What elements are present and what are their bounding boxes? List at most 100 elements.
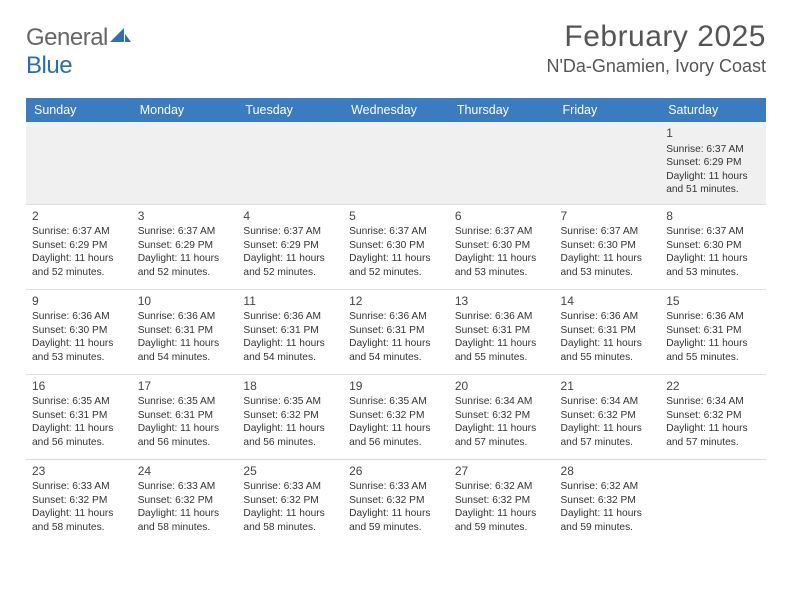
day-cell: 9Sunrise: 6:36 AMSunset: 6:30 PMDaylight… — [26, 289, 132, 374]
day-cell: 18Sunrise: 6:35 AMSunset: 6:32 PMDayligh… — [237, 374, 343, 459]
day-cell: 5Sunrise: 6:37 AMSunset: 6:30 PMDaylight… — [343, 204, 449, 289]
sunrise-text: Sunrise: 6:37 AM — [32, 225, 126, 238]
day-details: Sunrise: 6:37 AMSunset: 6:29 PMDaylight:… — [32, 225, 126, 279]
sunrise-text: Sunrise: 6:35 AM — [138, 395, 232, 408]
sunset-text: Sunset: 6:31 PM — [455, 324, 549, 337]
daylight-text: Daylight: 11 hours and 55 minutes. — [561, 337, 655, 364]
day-number: 22 — [666, 379, 760, 395]
daylight-text: Daylight: 11 hours and 56 minutes. — [138, 422, 232, 449]
day-header-row: Sunday Monday Tuesday Wednesday Thursday… — [26, 98, 766, 122]
day-details: Sunrise: 6:34 AMSunset: 6:32 PMDaylight:… — [666, 395, 760, 449]
sunset-text: Sunset: 6:30 PM — [455, 239, 549, 252]
day-number: 10 — [138, 294, 232, 310]
location: N'Da-Gnamien, Ivory Coast — [546, 56, 766, 77]
sunrise-text: Sunrise: 6:36 AM — [349, 310, 443, 323]
sunrise-text: Sunrise: 6:36 AM — [32, 310, 126, 323]
daylight-text: Daylight: 11 hours and 54 minutes. — [243, 337, 337, 364]
day-number: 21 — [561, 379, 655, 395]
day-cell — [343, 122, 449, 204]
day-number: 4 — [243, 209, 337, 225]
daylight-text: Daylight: 11 hours and 54 minutes. — [138, 337, 232, 364]
day-details: Sunrise: 6:35 AMSunset: 6:32 PMDaylight:… — [243, 395, 337, 449]
day-number: 6 — [455, 209, 549, 225]
day-details: Sunrise: 6:36 AMSunset: 6:31 PMDaylight:… — [243, 310, 337, 364]
day-details: Sunrise: 6:37 AMSunset: 6:29 PMDaylight:… — [243, 225, 337, 279]
sunrise-text: Sunrise: 6:33 AM — [349, 480, 443, 493]
sunset-text: Sunset: 6:32 PM — [561, 409, 655, 422]
sunset-text: Sunset: 6:29 PM — [666, 156, 760, 169]
header: GeneralBlue February 2025 N'Da-Gnamien, … — [26, 20, 766, 80]
day-cell: 25Sunrise: 6:33 AMSunset: 6:32 PMDayligh… — [237, 459, 343, 544]
day-cell: 17Sunrise: 6:35 AMSunset: 6:31 PMDayligh… — [132, 374, 238, 459]
day-cell: 15Sunrise: 6:36 AMSunset: 6:31 PMDayligh… — [660, 289, 766, 374]
daylight-text: Daylight: 11 hours and 52 minutes. — [243, 252, 337, 279]
daylight-text: Daylight: 11 hours and 53 minutes. — [666, 252, 760, 279]
daylight-text: Daylight: 11 hours and 57 minutes. — [455, 422, 549, 449]
calendar-table: Sunday Monday Tuesday Wednesday Thursday… — [26, 98, 766, 544]
sunrise-text: Sunrise: 6:34 AM — [561, 395, 655, 408]
sunset-text: Sunset: 6:31 PM — [349, 324, 443, 337]
day-cell: 11Sunrise: 6:36 AMSunset: 6:31 PMDayligh… — [237, 289, 343, 374]
daylight-text: Daylight: 11 hours and 59 minutes. — [349, 507, 443, 534]
daylight-text: Daylight: 11 hours and 58 minutes. — [243, 507, 337, 534]
day-cell: 2Sunrise: 6:37 AMSunset: 6:29 PMDaylight… — [26, 204, 132, 289]
day-number: 18 — [243, 379, 337, 395]
day-number: 20 — [455, 379, 549, 395]
sunset-text: Sunset: 6:31 PM — [243, 324, 337, 337]
daylight-text: Daylight: 11 hours and 58 minutes. — [138, 507, 232, 534]
logo-text: GeneralBlue — [26, 24, 132, 80]
day-details: Sunrise: 6:34 AMSunset: 6:32 PMDaylight:… — [455, 395, 549, 449]
daylight-text: Daylight: 11 hours and 55 minutes. — [666, 337, 760, 364]
day-number: 1 — [666, 126, 760, 142]
sunset-text: Sunset: 6:30 PM — [666, 239, 760, 252]
day-number: 3 — [138, 209, 232, 225]
sunset-text: Sunset: 6:32 PM — [455, 409, 549, 422]
day-number: 5 — [349, 209, 443, 225]
daylight-text: Daylight: 11 hours and 56 minutes. — [243, 422, 337, 449]
title-block: February 2025 N'Da-Gnamien, Ivory Coast — [546, 20, 766, 77]
sunrise-text: Sunrise: 6:34 AM — [666, 395, 760, 408]
day-cell — [26, 122, 132, 204]
day-details: Sunrise: 6:36 AMSunset: 6:31 PMDaylight:… — [455, 310, 549, 364]
day-details: Sunrise: 6:34 AMSunset: 6:32 PMDaylight:… — [561, 395, 655, 449]
day-number: 19 — [349, 379, 443, 395]
day-details: Sunrise: 6:35 AMSunset: 6:31 PMDaylight:… — [32, 395, 126, 449]
daylight-text: Daylight: 11 hours and 52 minutes. — [138, 252, 232, 279]
sunrise-text: Sunrise: 6:37 AM — [666, 225, 760, 238]
sunset-text: Sunset: 6:32 PM — [455, 494, 549, 507]
daylight-text: Daylight: 11 hours and 59 minutes. — [561, 507, 655, 534]
day-number: 2 — [32, 209, 126, 225]
day-number: 9 — [32, 294, 126, 310]
day-cell: 1Sunrise: 6:37 AMSunset: 6:29 PMDaylight… — [660, 122, 766, 204]
day-cell: 20Sunrise: 6:34 AMSunset: 6:32 PMDayligh… — [449, 374, 555, 459]
sunset-text: Sunset: 6:31 PM — [666, 324, 760, 337]
day-details: Sunrise: 6:33 AMSunset: 6:32 PMDaylight:… — [32, 480, 126, 534]
daylight-text: Daylight: 11 hours and 58 minutes. — [32, 507, 126, 534]
sunset-text: Sunset: 6:29 PM — [243, 239, 337, 252]
sunrise-text: Sunrise: 6:37 AM — [455, 225, 549, 238]
daylight-text: Daylight: 11 hours and 56 minutes. — [32, 422, 126, 449]
sunrise-text: Sunrise: 6:37 AM — [243, 225, 337, 238]
day-cell: 23Sunrise: 6:33 AMSunset: 6:32 PMDayligh… — [26, 459, 132, 544]
sunset-text: Sunset: 6:32 PM — [138, 494, 232, 507]
day-details: Sunrise: 6:36 AMSunset: 6:30 PMDaylight:… — [32, 310, 126, 364]
day-number: 14 — [561, 294, 655, 310]
day-details: Sunrise: 6:36 AMSunset: 6:31 PMDaylight:… — [561, 310, 655, 364]
day-cell — [449, 122, 555, 204]
sunrise-text: Sunrise: 6:34 AM — [455, 395, 549, 408]
daylight-text: Daylight: 11 hours and 53 minutes. — [455, 252, 549, 279]
day-cell: 21Sunrise: 6:34 AMSunset: 6:32 PMDayligh… — [555, 374, 661, 459]
day-cell — [660, 459, 766, 544]
sunrise-text: Sunrise: 6:36 AM — [243, 310, 337, 323]
sunrise-text: Sunrise: 6:37 AM — [561, 225, 655, 238]
day-number: 11 — [243, 294, 337, 310]
daylight-text: Daylight: 11 hours and 51 minutes. — [666, 170, 760, 197]
day-header: Tuesday — [237, 98, 343, 122]
day-number: 7 — [561, 209, 655, 225]
day-details: Sunrise: 6:35 AMSunset: 6:32 PMDaylight:… — [349, 395, 443, 449]
sunset-text: Sunset: 6:32 PM — [243, 494, 337, 507]
page-title: February 2025 — [546, 20, 766, 54]
day-cell: 3Sunrise: 6:37 AMSunset: 6:29 PMDaylight… — [132, 204, 238, 289]
day-cell: 27Sunrise: 6:32 AMSunset: 6:32 PMDayligh… — [449, 459, 555, 544]
day-details: Sunrise: 6:36 AMSunset: 6:31 PMDaylight:… — [138, 310, 232, 364]
